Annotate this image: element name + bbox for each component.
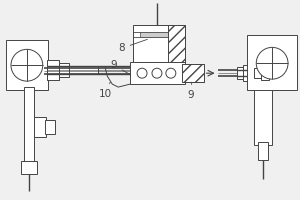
- Bar: [168, 25, 185, 62]
- Text: 9: 9: [110, 60, 131, 75]
- Bar: [243, 65, 249, 81]
- Bar: [45, 120, 55, 134]
- Bar: [130, 62, 185, 84]
- Bar: [6, 40, 48, 90]
- Bar: [47, 60, 58, 80]
- Bar: [261, 66, 269, 80]
- Bar: [258, 142, 268, 160]
- Bar: [21, 161, 37, 174]
- Text: 8: 8: [118, 39, 147, 53]
- Bar: [237, 67, 243, 79]
- Bar: [69, 66, 98, 74]
- Bar: [34, 117, 46, 137]
- Bar: [133, 25, 185, 62]
- Bar: [182, 64, 204, 82]
- Bar: [24, 87, 34, 165]
- Circle shape: [166, 68, 176, 78]
- Text: 9: 9: [188, 82, 194, 100]
- Circle shape: [256, 47, 288, 79]
- Bar: [58, 63, 69, 77]
- Text: 10: 10: [98, 82, 112, 99]
- Circle shape: [137, 68, 147, 78]
- Bar: [247, 35, 297, 90]
- Bar: [254, 68, 261, 78]
- Circle shape: [11, 49, 43, 81]
- Bar: [249, 62, 257, 84]
- Bar: [254, 65, 272, 145]
- Circle shape: [152, 68, 162, 78]
- Bar: [140, 32, 170, 37]
